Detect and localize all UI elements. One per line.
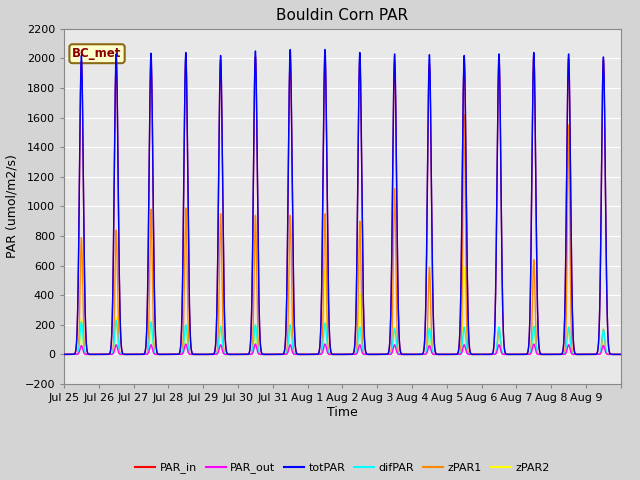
- Legend: PAR_in, PAR_out, totPAR, difPAR, zPAR1, zPAR2: PAR_in, PAR_out, totPAR, difPAR, zPAR1, …: [131, 458, 554, 478]
- Y-axis label: PAR (umol/m2/s): PAR (umol/m2/s): [6, 155, 19, 258]
- Title: Bouldin Corn PAR: Bouldin Corn PAR: [276, 9, 408, 24]
- X-axis label: Time: Time: [327, 406, 358, 419]
- Text: BC_met: BC_met: [72, 47, 122, 60]
